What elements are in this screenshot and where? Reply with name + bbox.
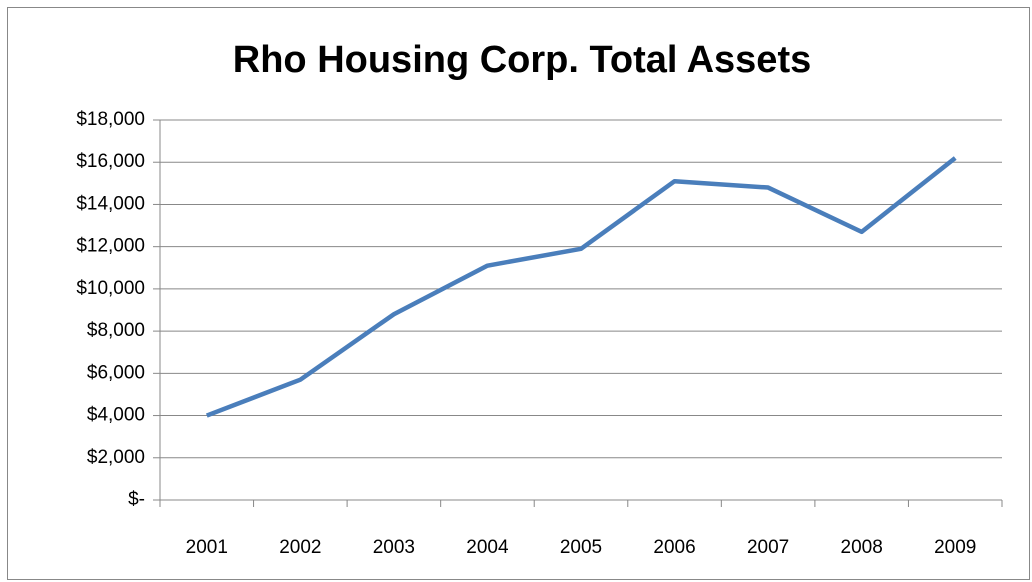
- y-tick-label: $16,000: [76, 151, 145, 172]
- y-tick-label: $14,000: [76, 193, 145, 214]
- x-tick-label: 2001: [186, 537, 228, 558]
- x-tick-label: 2007: [747, 537, 789, 558]
- y-tick-label: $6,000: [87, 362, 145, 383]
- y-tick-label: $18,000: [76, 109, 145, 130]
- y-tick-label: $2,000: [87, 447, 145, 468]
- chart-title: Rho Housing Corp. Total Assets: [233, 39, 811, 81]
- line-series: [205, 156, 957, 418]
- chart-border: [7, 7, 1030, 580]
- y-tick-label: $10,000: [76, 278, 145, 299]
- x-tick-label: 2002: [279, 537, 321, 558]
- y-tick-label: $12,000: [76, 236, 145, 257]
- x-tick-label: 2004: [466, 537, 509, 558]
- x-tick-label: 2006: [653, 537, 695, 558]
- x-tick-label: 2003: [373, 537, 415, 558]
- y-tick-label: $-: [128, 489, 145, 510]
- x-tick-label: 2005: [560, 537, 602, 558]
- x-tick-label: 2008: [841, 537, 883, 558]
- y-tick-label: $4,000: [87, 405, 145, 426]
- y-tick-label: $8,000: [87, 320, 145, 341]
- x-tick-label: 2009: [934, 537, 976, 558]
